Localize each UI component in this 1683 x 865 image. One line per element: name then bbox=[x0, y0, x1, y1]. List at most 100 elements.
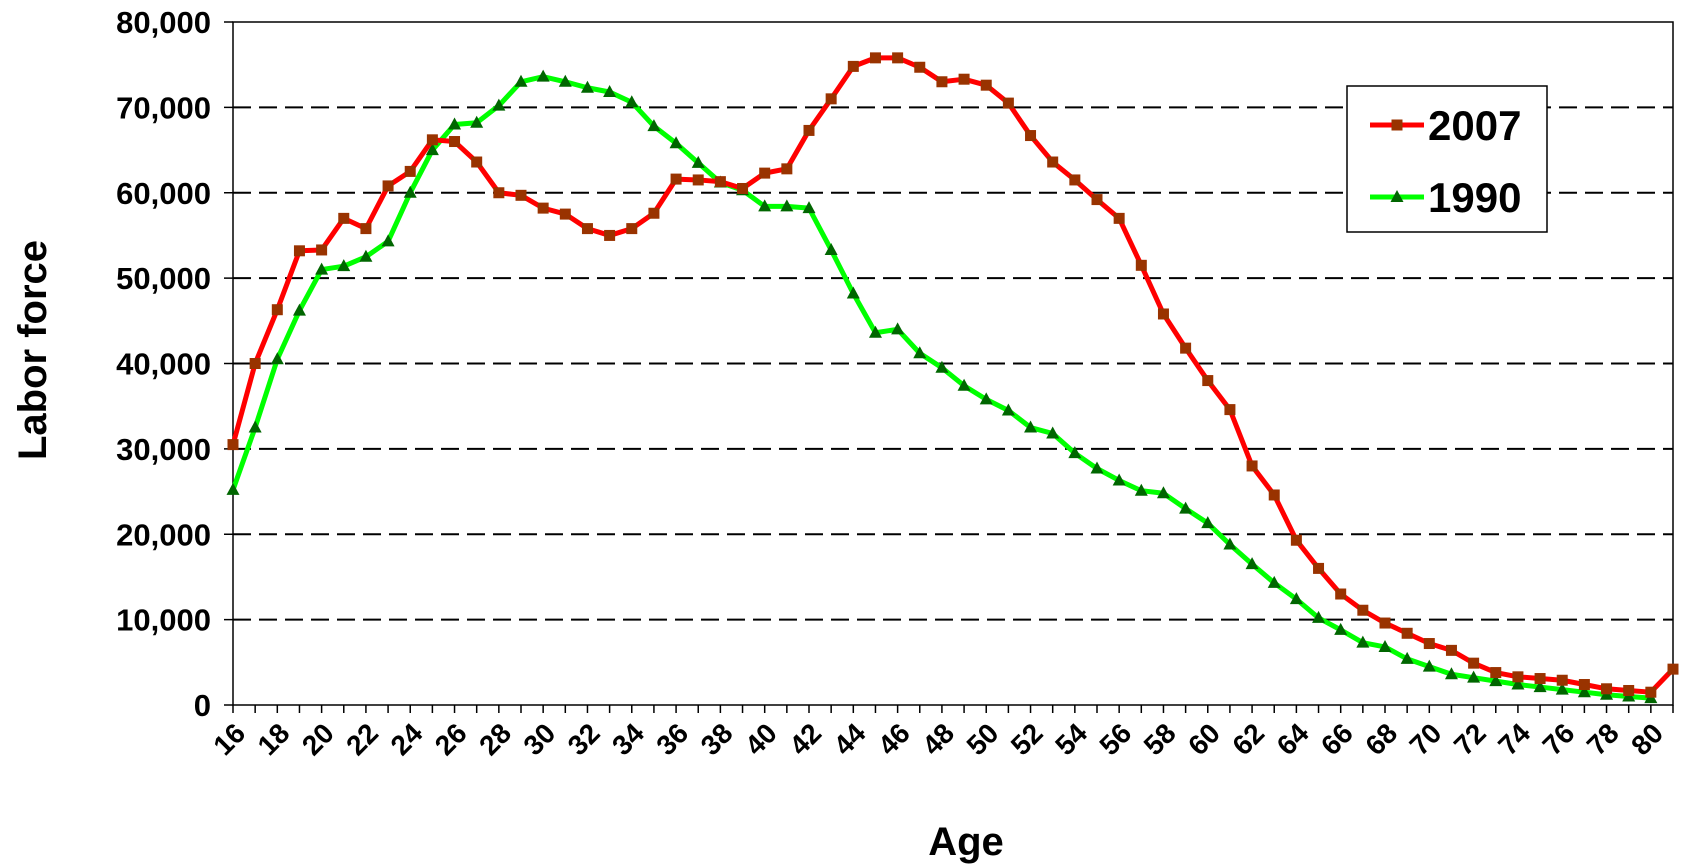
legend-entry-2007: 2007 bbox=[1370, 102, 1521, 149]
data-point-1990 bbox=[891, 322, 905, 335]
data-point-2007 bbox=[1069, 174, 1081, 186]
data-point-1990 bbox=[1312, 610, 1326, 623]
data-point-1990 bbox=[1467, 670, 1481, 683]
data-point-2007 bbox=[493, 187, 505, 199]
data-point-2007 bbox=[1357, 604, 1369, 616]
x-axis-ticks: 16 18 20 22 24 26 28 30 32 34 36 38 40 42 44 46 48 50 52 54… bbox=[207, 705, 1674, 761]
data-point-1990 bbox=[1444, 667, 1458, 680]
data-point-1990 bbox=[1378, 639, 1392, 652]
data-point-2007 bbox=[316, 244, 328, 256]
data-point-2007 bbox=[537, 202, 549, 214]
data-point-1990 bbox=[1533, 680, 1547, 693]
data-point-2007 bbox=[670, 173, 682, 185]
data-point-2007 bbox=[626, 223, 638, 235]
data-point-2007 bbox=[471, 156, 483, 168]
grid-lines bbox=[233, 106, 1673, 621]
x-axis-title: Age bbox=[928, 820, 1004, 864]
x-tick-label: 72 bbox=[1448, 717, 1492, 761]
data-point-1990 bbox=[1334, 622, 1348, 635]
data-point-1990 bbox=[1356, 635, 1370, 648]
series-2007 bbox=[227, 52, 1679, 698]
y-tick-label: 70,000 bbox=[116, 90, 211, 125]
data-point-1990 bbox=[1422, 659, 1436, 672]
data-point-2007 bbox=[1490, 667, 1502, 679]
data-point-1990 bbox=[248, 420, 262, 433]
legend-label-1990: 1990 bbox=[1428, 174, 1521, 221]
data-point-2007 bbox=[1135, 259, 1147, 271]
x-tick-label: 66 bbox=[1315, 717, 1359, 761]
data-point-2007 bbox=[559, 208, 571, 220]
data-point-2007 bbox=[249, 358, 261, 369]
data-point-1990 bbox=[1046, 426, 1060, 439]
y-tick-label: 60,000 bbox=[116, 176, 211, 211]
data-point-2007 bbox=[1180, 342, 1192, 354]
x-tick-label: 64 bbox=[1271, 717, 1315, 761]
data-point-2007 bbox=[914, 61, 926, 73]
data-point-2007 bbox=[227, 439, 239, 451]
data-point-1990 bbox=[603, 85, 617, 98]
data-point-2007 bbox=[1313, 562, 1325, 574]
data-point-2007 bbox=[1468, 657, 1480, 669]
x-tick-label: 54 bbox=[1049, 717, 1093, 761]
data-point-2007 bbox=[1335, 588, 1347, 600]
data-point-2007 bbox=[958, 73, 970, 85]
data-point-1990 bbox=[315, 262, 329, 275]
x-tick-label: 74 bbox=[1492, 717, 1536, 761]
x-tick-label: 46 bbox=[872, 717, 916, 761]
data-point-2007 bbox=[1290, 534, 1302, 546]
data-point-1990 bbox=[625, 95, 639, 108]
x-tick-label: 26 bbox=[429, 717, 473, 761]
data-point-2007 bbox=[1268, 489, 1280, 501]
data-point-1990 bbox=[780, 199, 794, 212]
data-point-2007 bbox=[892, 52, 904, 64]
x-tick-label: 40 bbox=[739, 717, 783, 761]
data-point-2007 bbox=[515, 189, 527, 201]
data-point-2007 bbox=[1113, 212, 1125, 224]
data-point-1990 bbox=[403, 185, 417, 198]
x-tick-label: 50 bbox=[961, 717, 1005, 761]
data-point-1990 bbox=[270, 352, 284, 365]
data-point-1990 bbox=[1090, 461, 1104, 474]
data-point-2007 bbox=[1601, 683, 1613, 695]
x-tick-label: 34 bbox=[606, 717, 650, 761]
y-tick-label: 30,000 bbox=[116, 432, 211, 467]
data-point-1990 bbox=[1577, 685, 1591, 698]
data-point-1990 bbox=[514, 74, 528, 87]
data-point-1990 bbox=[1112, 473, 1126, 486]
data-point-2007 bbox=[648, 207, 660, 219]
data-point-2007 bbox=[825, 93, 837, 105]
data-point-1990 bbox=[470, 115, 484, 128]
data-point-2007 bbox=[1202, 375, 1214, 387]
x-tick-label: 52 bbox=[1005, 717, 1049, 761]
data-point-1990 bbox=[292, 303, 306, 316]
x-tick-label: 70 bbox=[1404, 717, 1448, 761]
x-tick-label: 38 bbox=[695, 717, 739, 761]
data-point-1990 bbox=[337, 259, 351, 272]
data-point-1990 bbox=[1289, 592, 1303, 605]
y-tick-label: 0 bbox=[194, 688, 211, 723]
legend: 2007 1990 bbox=[1346, 85, 1548, 233]
data-point-1990 bbox=[1555, 682, 1569, 695]
data-point-1990 bbox=[647, 119, 661, 132]
y-tick-label: 50,000 bbox=[116, 261, 211, 296]
data-point-1990 bbox=[359, 249, 373, 262]
x-tick-label: 42 bbox=[783, 717, 827, 761]
x-tick-label: 56 bbox=[1093, 717, 1137, 761]
data-point-1990 bbox=[758, 199, 772, 212]
data-point-1990 bbox=[669, 136, 683, 149]
data-point-2007 bbox=[1512, 671, 1524, 683]
data-point-2007 bbox=[1423, 638, 1435, 650]
data-point-1990 bbox=[1267, 575, 1281, 588]
data-point-1990 bbox=[1489, 674, 1503, 687]
legend-marker-1990 bbox=[1390, 190, 1404, 202]
x-tick-label: 28 bbox=[473, 717, 517, 761]
x-tick-label: 18 bbox=[252, 717, 296, 761]
data-point-2007 bbox=[869, 52, 881, 64]
data-point-2007 bbox=[1401, 627, 1413, 639]
data-point-2007 bbox=[803, 124, 815, 136]
data-point-1990 bbox=[1511, 677, 1525, 690]
data-point-1990 bbox=[802, 201, 816, 214]
data-point-1990 bbox=[1223, 537, 1237, 550]
data-point-2007 bbox=[338, 212, 350, 224]
x-tick-label: 24 bbox=[385, 717, 429, 761]
